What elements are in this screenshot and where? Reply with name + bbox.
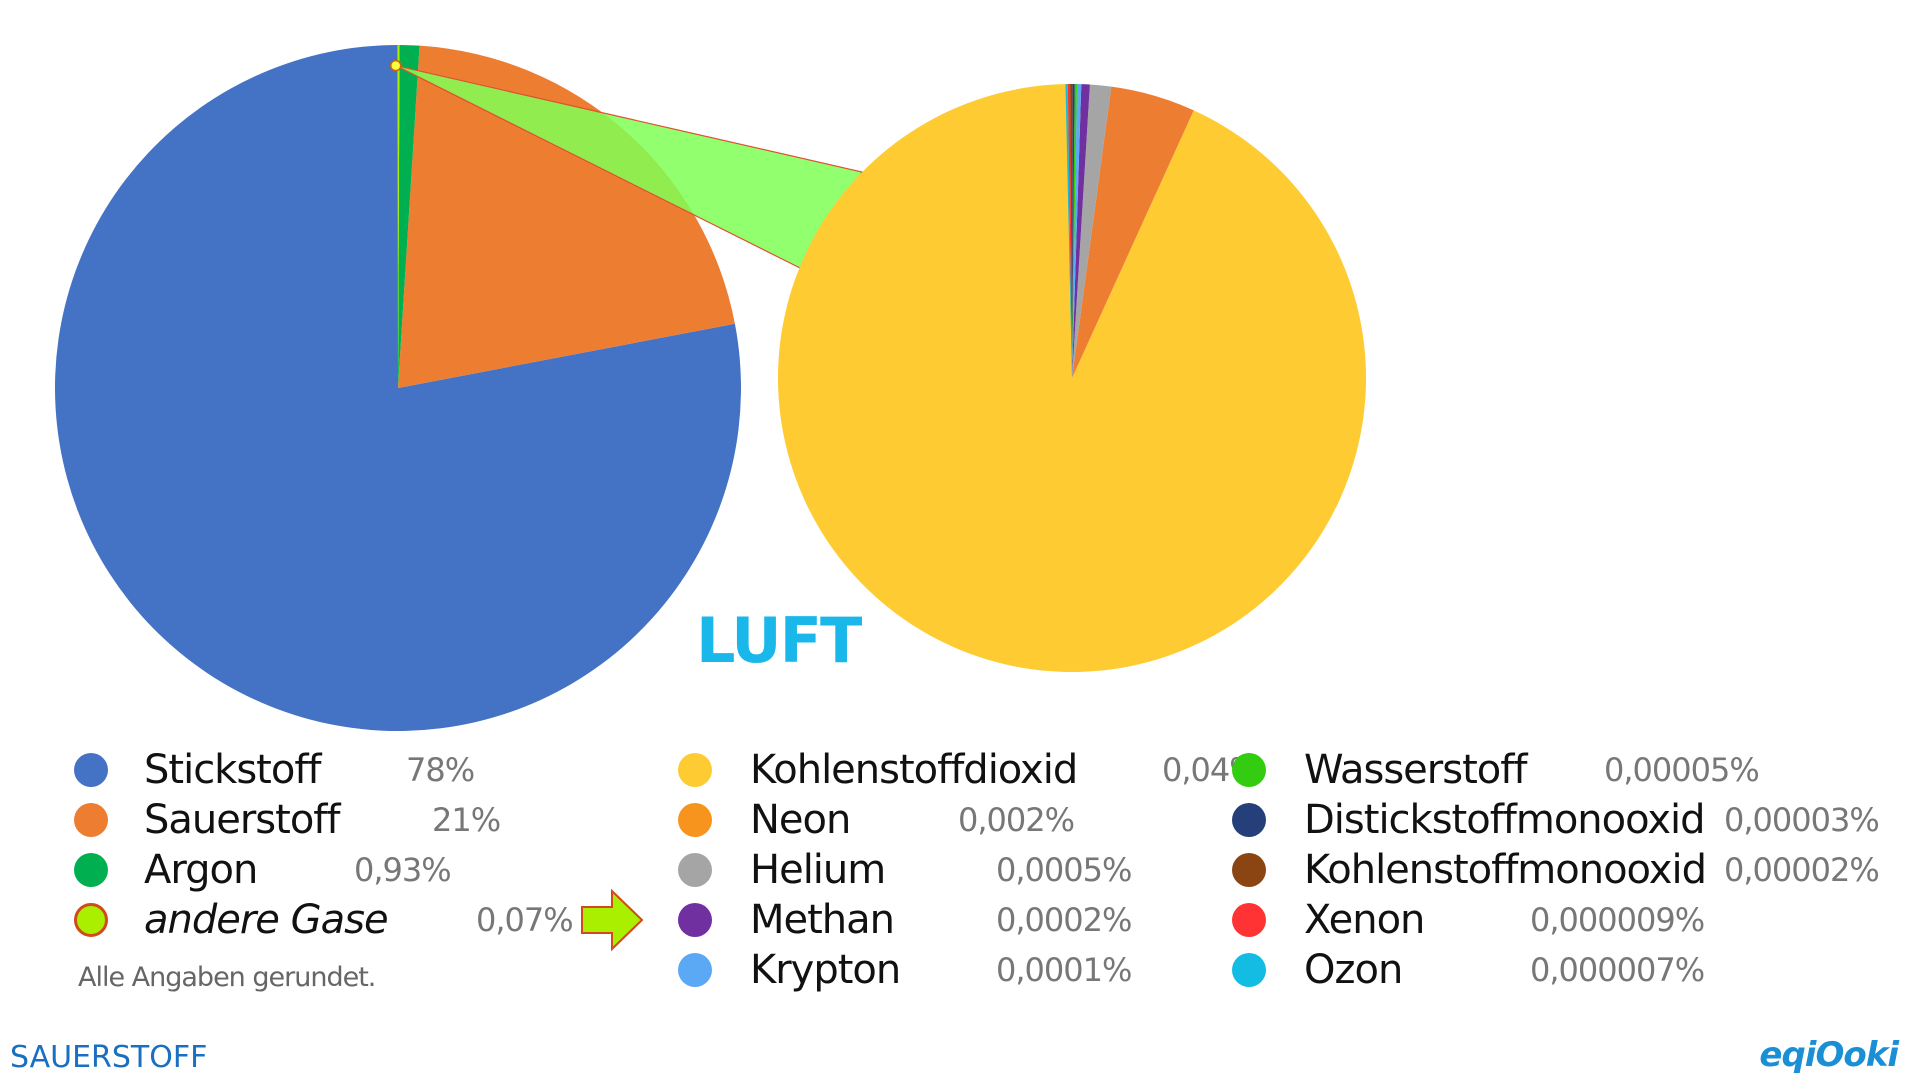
legend-swatch [678,853,712,887]
legend-swatch [678,803,712,837]
legend-item-neon: Neon 0,002% [678,795,1077,845]
legend-label: Wasserstoff [1304,747,1527,793]
detail-slice-krypton [1072,84,1082,378]
legend-item-wasserstoff: Wasserstoff 0,00005% [1232,745,1760,795]
slice-stickstoff [54,45,741,731]
connector-anchor-dot [389,59,402,72]
legend-item-helium: Helium 0,0005% [678,845,1132,895]
legend-swatch [678,903,712,937]
legend-item-distickstoffmonooxid: Distickstoffmonooxid 0,00003% [1232,795,1880,845]
legend-swatch [1232,853,1266,887]
legend-swatch [1232,953,1266,987]
legend-column-3: Wasserstoff 0,00005% Distickstoffmonooxid 0… [1232,745,1880,995]
legend-item-stickstoff: Stickstoff 78% [74,745,475,795]
legend-value: 0,07% [476,901,574,939]
legend-item-andere-gase: andere Gase 0,07% [74,888,644,952]
legend-label: Helium [750,847,886,893]
legend-swatch [74,853,108,887]
slice-sauerstoff [398,45,735,389]
detail-slice-helium [1072,84,1112,379]
legend-label: andere Gase [144,897,389,943]
legend-item-ozon: Ozon 0,000007% [1232,945,1706,995]
arrow-right-icon [581,888,644,952]
chart-title: LUFT [696,604,862,677]
legend-label: Xenon [1304,897,1425,943]
legend-value: 0,0002% [996,901,1132,939]
legend-column-2: Kohlenstoffdioxid 0,04% Neon 0,002% Helium 0,… [678,745,1260,995]
legend-column-1: Stickstoff 78% Sauerstoff 21% Argon 0,93% ande… [74,745,644,952]
legend-item-sauerstoff: Sauerstoff 21% [74,795,501,845]
legend-item-kohlenstoffmonooxid: Kohlenstoffmonooxid 0,00002% [1232,845,1880,895]
legend-swatch [678,753,712,787]
legend-swatch [1232,803,1266,837]
legend-value: 0,93% [354,851,452,889]
legend-value: 0,00005% [1604,751,1760,789]
legend-label: Ozon [1304,947,1403,993]
legend-value: 0,000009% [1530,901,1705,939]
slice-andere-gase [397,44,400,388]
legend-item-xenon: Xenon 0,000009% [1232,895,1706,945]
legend-label: Kohlenstoffdioxid [750,747,1078,793]
legend-item-argon: Argon 0,93% [74,845,452,895]
legend-label: Stickstoff [144,747,322,793]
legend-swatch [74,903,108,937]
legend-label: Argon [144,847,258,893]
detail-slice-wasserstoff [1072,84,1077,378]
legend-label: Kohlenstoffmonooxid [1304,847,1707,893]
legend-swatch [1232,753,1266,787]
legend-swatch [678,953,712,987]
legend-label: Krypton [750,947,901,993]
detail-slice-ozon [1065,84,1072,378]
legend-value: 21% [432,801,501,839]
detail-slice-methan [1072,84,1090,379]
legend-value: 0,0005% [996,851,1132,889]
legend-value: 0,0001% [996,951,1132,989]
legend-value: 0,002% [958,801,1075,839]
detail-slice-kohlenstoffdioxid [777,84,1366,672]
main-pie [54,44,741,731]
detail-slice-kohlenstoffmonooxid [1070,84,1073,378]
brand-logo: eqiOoki [1759,1035,1899,1075]
rounding-note: Alle Angaben gerundet. [78,962,376,993]
legend-value: 0,00003% [1724,801,1880,839]
legend-value: 0,000007% [1530,951,1705,989]
legend-swatch [74,753,108,787]
slice-argon [398,45,420,388]
legend-label: Methan [750,897,895,943]
legend-label: Neon [750,797,851,843]
legend-value: 0,00002% [1724,851,1880,889]
legend-value: 78% [406,751,475,789]
detail-slice-distickstoffmonooxid [1072,84,1075,378]
legend-item-kohlenstoffdioxid: Kohlenstoffdioxid 0,04% [678,745,1260,795]
detail-pie [777,84,1366,672]
legend-label: Distickstoffmonooxid [1304,797,1706,843]
legend-swatch [74,803,108,837]
topic-label: SAUERSTOFF [10,1040,208,1075]
detail-slice-neon [1072,86,1194,378]
legend-swatch [1232,903,1266,937]
legend-label: Sauerstoff [144,797,340,843]
legend-item-krypton: Krypton 0,0001% [678,945,1132,995]
detail-slice-xenon [1067,84,1072,378]
legend-item-methan: Methan 0,0002% [678,895,1132,945]
